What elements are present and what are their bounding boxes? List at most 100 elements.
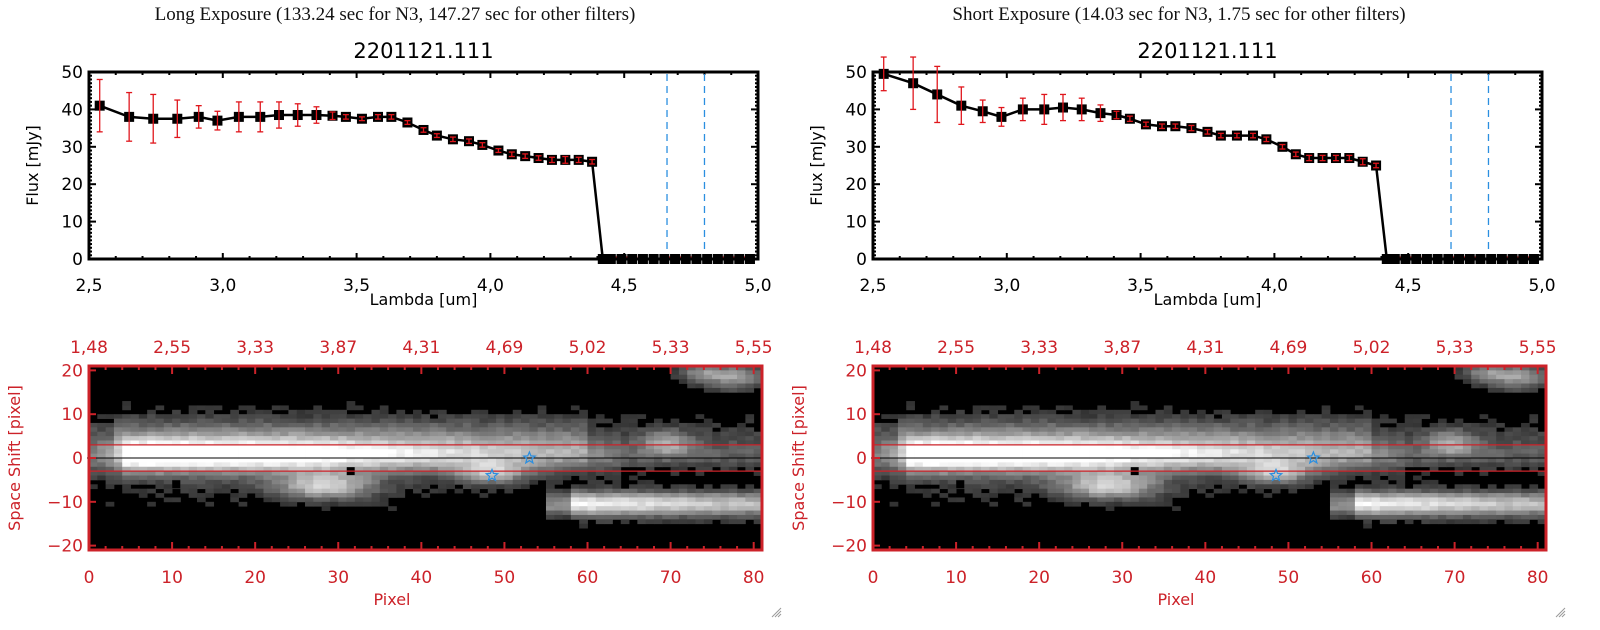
image-pixel xyxy=(972,431,982,437)
image-pixel xyxy=(947,414,957,419)
image-pixel xyxy=(1421,444,1431,450)
image-pixel xyxy=(956,444,965,450)
image-pixel xyxy=(1479,383,1489,389)
image-pixel xyxy=(906,405,915,411)
image-pixel xyxy=(1437,449,1447,455)
image-pixel xyxy=(972,458,982,463)
image-pixel xyxy=(371,444,381,450)
image-pixel xyxy=(496,418,505,424)
image-pixel xyxy=(305,501,314,507)
image-pixel xyxy=(1537,519,1547,525)
image-pixel xyxy=(296,458,306,463)
image-pixel xyxy=(1462,449,1472,455)
image-pixel xyxy=(521,440,530,446)
image-pixel xyxy=(321,479,331,485)
image-pixel xyxy=(1521,453,1530,459)
image-pixel xyxy=(1454,514,1464,520)
image-pixel xyxy=(188,414,198,419)
image-pixel xyxy=(496,475,505,481)
image-pixel xyxy=(964,466,974,472)
image-pixel xyxy=(1246,484,1256,490)
image-pixel xyxy=(188,453,198,459)
image-pixel xyxy=(1496,497,1505,503)
resize-grip-icon[interactable] xyxy=(770,606,782,618)
image-pixel xyxy=(446,466,455,472)
image-pixel xyxy=(1454,444,1464,450)
image-pixel xyxy=(653,431,663,437)
image-pixel xyxy=(271,484,281,490)
image-pixel xyxy=(188,444,198,450)
image-pixel xyxy=(712,501,721,507)
image-pixel xyxy=(529,431,539,437)
image-pixel xyxy=(981,471,990,476)
image-pixel xyxy=(670,488,680,494)
image-pixel xyxy=(653,427,663,433)
image-pixel xyxy=(570,440,580,446)
image-pixel xyxy=(271,466,281,472)
image-pixel xyxy=(205,488,215,494)
image-pixel xyxy=(1188,427,1198,433)
image-pixel xyxy=(313,409,323,415)
resize-grip-icon[interactable] xyxy=(1554,606,1566,618)
image-pixel xyxy=(197,462,206,468)
image-pixel xyxy=(1529,414,1539,419)
image-pixel xyxy=(1388,471,1397,476)
image-pixel xyxy=(703,462,713,468)
image-pixel xyxy=(1147,471,1156,476)
image-pixel xyxy=(213,449,223,455)
image-pixel xyxy=(1238,462,1248,468)
image-pixel xyxy=(205,493,215,498)
image-pixel xyxy=(620,453,630,459)
image-pixel xyxy=(1014,418,1023,424)
image-pixel xyxy=(479,471,489,476)
image-pixel xyxy=(221,440,231,446)
image-pixel xyxy=(512,414,522,419)
image-pixel xyxy=(1296,449,1306,455)
image-pixel xyxy=(1080,444,1090,450)
image-pixel xyxy=(396,462,406,468)
image-pixel xyxy=(197,493,206,498)
image-pixel xyxy=(105,475,115,481)
image-pixel xyxy=(147,458,156,463)
image-pixel xyxy=(579,493,588,498)
image-pixel xyxy=(1197,484,1206,490)
image-pixel xyxy=(562,510,572,516)
image-pixel xyxy=(113,462,123,468)
image-pixel xyxy=(1255,484,1264,490)
image-pixel xyxy=(1462,519,1472,525)
image-pixel xyxy=(122,431,131,437)
image-pixel xyxy=(122,484,131,490)
image-pixel xyxy=(1080,488,1090,494)
image-pixel xyxy=(629,427,638,433)
image-pixel xyxy=(180,484,190,490)
image-pixel xyxy=(1512,506,1522,511)
image-pixel xyxy=(221,479,231,485)
image-pixel xyxy=(1354,418,1364,424)
image-pixel xyxy=(906,436,915,441)
image-pixel xyxy=(321,409,331,415)
image-pixel xyxy=(1429,458,1439,463)
image-pixel xyxy=(1238,422,1248,428)
image-pixel xyxy=(981,458,990,463)
image-pixel xyxy=(728,453,738,459)
image-pixel xyxy=(670,514,680,520)
image-pixel xyxy=(695,462,705,468)
image-pixel xyxy=(972,466,982,472)
image-pixel xyxy=(1471,510,1480,516)
image-pixel xyxy=(246,418,256,424)
image-pixel xyxy=(1122,453,1131,459)
image-pixel xyxy=(1246,466,1256,472)
image-pixel xyxy=(737,506,746,511)
image-pixel xyxy=(1288,431,1298,437)
image-pixel xyxy=(421,466,431,472)
image-pixel xyxy=(521,414,530,419)
image-pixel xyxy=(1479,497,1489,503)
image-pixel xyxy=(1064,488,1073,494)
image-pixel xyxy=(629,453,638,459)
image-pixel xyxy=(388,431,397,437)
image-pixel xyxy=(496,466,505,472)
image-pixel xyxy=(1238,466,1248,472)
image-pixel xyxy=(873,453,882,459)
image-pixel xyxy=(238,453,248,459)
image-pixel xyxy=(1504,374,1514,380)
